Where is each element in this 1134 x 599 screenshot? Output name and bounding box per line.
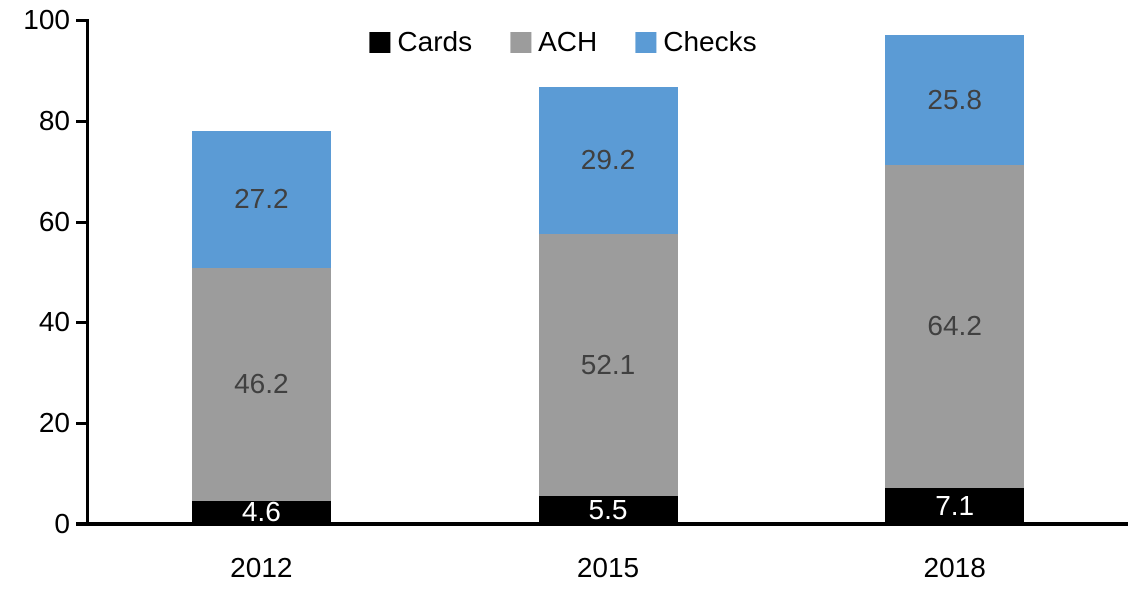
data-label-cards: 7.1 bbox=[935, 490, 975, 522]
chart-legend: Cards ACH Checks bbox=[369, 26, 757, 57]
bar-segment-checks bbox=[538, 86, 678, 234]
y-tick-label: 20 bbox=[38, 407, 70, 439]
legend-label: ACH bbox=[538, 26, 598, 57]
y-tick-mark bbox=[76, 19, 87, 22]
y-axis-line bbox=[86, 19, 89, 525]
legend-swatch-icon bbox=[510, 31, 532, 53]
y-tick-mark bbox=[76, 119, 87, 123]
bar-segment-checks bbox=[885, 34, 1025, 165]
legend-label: Checks bbox=[663, 26, 757, 57]
data-label-ach: 64.2 bbox=[927, 310, 982, 342]
legend-item-cards: Cards bbox=[369, 28, 472, 56]
data-label-cards: 5.5 bbox=[588, 494, 628, 526]
bar-segment-ach bbox=[538, 233, 678, 497]
legend-item-checks: Checks bbox=[635, 26, 757, 57]
bar-2012: 4.6 46.2 27.2 bbox=[191, 20, 331, 528]
bar-segment-cards bbox=[191, 500, 331, 524]
data-label-checks: 25.8 bbox=[927, 83, 982, 115]
data-label-ach: 46.2 bbox=[234, 368, 289, 400]
legend-swatch-icon bbox=[635, 31, 657, 53]
bar-segment-ach bbox=[191, 267, 331, 501]
bar-segment-checks bbox=[191, 130, 331, 268]
x-axis-line bbox=[76, 522, 1128, 526]
bar-2018: 7.1 64.2 25.8 bbox=[885, 20, 1025, 524]
legend-swatch-icon bbox=[369, 31, 391, 53]
x-axis-label-2015: 2015 bbox=[576, 552, 640, 583]
bar-segment-ach bbox=[885, 164, 1025, 489]
data-label-ach: 52.1 bbox=[580, 349, 636, 380]
y-tick-label: 100 bbox=[23, 4, 70, 35]
data-label-checks: 29.2 bbox=[580, 144, 636, 176]
x-axis-label-2018: 2018 bbox=[923, 552, 986, 583]
bar-segment-cards bbox=[538, 496, 678, 524]
y-tick-mark bbox=[76, 220, 87, 224]
y-tick-label: 80 bbox=[38, 104, 70, 136]
legend-item-ach: ACH bbox=[510, 28, 597, 56]
y-tick-mark bbox=[76, 321, 87, 325]
x-axis-label-2012: 2012 bbox=[230, 552, 293, 583]
y-tick-label: 40 bbox=[38, 306, 70, 338]
data-label-cards: 4.6 bbox=[241, 496, 281, 528]
data-label-checks: 27.2 bbox=[234, 183, 289, 215]
y-tick-mark bbox=[76, 422, 87, 426]
bar-segment-cards bbox=[885, 488, 1025, 524]
legend-label: Cards bbox=[397, 26, 473, 57]
bar-2015: 5.5 52.1 29.2 bbox=[538, 20, 678, 526]
y-tick-label: 60 bbox=[38, 205, 70, 237]
y-tick-label: 0 bbox=[54, 508, 70, 539]
y-tick-mark bbox=[76, 523, 87, 526]
